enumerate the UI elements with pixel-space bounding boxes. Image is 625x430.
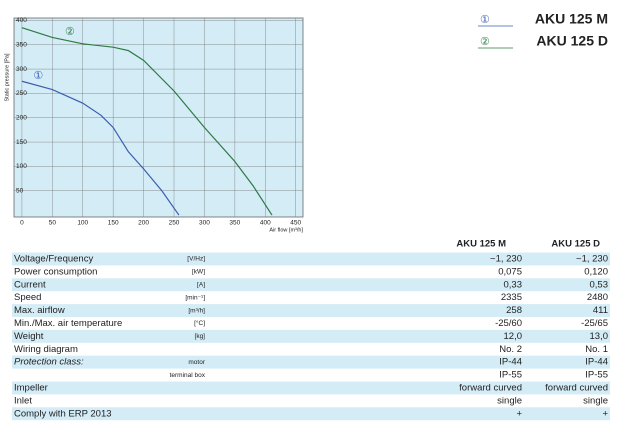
row-value: IP-55 bbox=[585, 370, 608, 381]
row-label: Inlet bbox=[14, 395, 32, 406]
x-tick-label: 0 bbox=[20, 220, 24, 227]
row-unit: [A] bbox=[197, 281, 205, 288]
y-tick-label: 350 bbox=[16, 41, 27, 48]
row-value: IP-55 bbox=[499, 370, 522, 381]
x-tick-label: 200 bbox=[138, 220, 149, 227]
row-shade bbox=[12, 381, 610, 395]
legend-label: AKU 125 M bbox=[535, 11, 608, 27]
y-tick-label: 100 bbox=[16, 163, 27, 170]
y-axis-label: Static pressure [Pa] bbox=[4, 53, 10, 101]
x-tick-label: 300 bbox=[199, 220, 210, 227]
row-unit: [kg] bbox=[195, 333, 206, 340]
row-label: Speed bbox=[14, 292, 41, 303]
row-value: forward curved bbox=[545, 382, 608, 393]
row-value: No. 2 bbox=[499, 344, 522, 355]
legend-marker: ① bbox=[480, 14, 490, 26]
y-tick-label: 200 bbox=[16, 114, 27, 121]
row-shade bbox=[12, 304, 610, 317]
y-tick-label: 300 bbox=[16, 66, 27, 73]
row-value: 0,120 bbox=[584, 266, 608, 277]
legend-marker: ② bbox=[480, 36, 490, 48]
row-unit: [m³/h] bbox=[188, 307, 205, 314]
legend-label: AKU 125 D bbox=[536, 33, 608, 49]
row-value: single bbox=[497, 395, 522, 406]
x-tick-label: 250 bbox=[169, 220, 180, 227]
x-tick-label: 450 bbox=[290, 220, 301, 227]
row-shade bbox=[12, 355, 610, 369]
row-value: forward curved bbox=[459, 382, 522, 393]
row-unit: [kW] bbox=[192, 269, 205, 276]
row-value: IP-44 bbox=[499, 357, 522, 368]
annotation: ① bbox=[33, 70, 43, 82]
row-value: + bbox=[516, 408, 522, 419]
row-value: IP-44 bbox=[585, 357, 608, 368]
row-value: 2480 bbox=[587, 292, 608, 303]
row-value: + bbox=[602, 408, 608, 419]
row-label: Wiring diagram bbox=[14, 344, 78, 355]
row-value: single bbox=[583, 395, 608, 406]
row-value: -25/65 bbox=[581, 318, 608, 329]
row-value: 0,33 bbox=[504, 279, 523, 290]
row-value: No. 1 bbox=[585, 344, 608, 355]
row-value: ~1, 230 bbox=[576, 253, 608, 264]
row-value: -25/60 bbox=[495, 318, 522, 329]
row-label: Impeller bbox=[14, 382, 48, 393]
x-tick-label: 400 bbox=[260, 220, 271, 227]
column-header: AKU 125 M bbox=[456, 239, 506, 250]
row-unit: terminal box bbox=[170, 372, 206, 379]
row-value: 12,0 bbox=[504, 331, 523, 342]
row-value: 411 bbox=[593, 305, 608, 316]
row-unit: [°C] bbox=[194, 319, 205, 327]
plot-area bbox=[13, 17, 304, 218]
row-label: Protection class: bbox=[14, 357, 84, 368]
row-unit: [min⁻¹] bbox=[185, 294, 205, 301]
x-tick-label: 350 bbox=[229, 220, 240, 227]
x-tick-label: 150 bbox=[108, 220, 119, 227]
row-label: Weight bbox=[14, 331, 44, 342]
data-line bbox=[21, 27, 273, 216]
row-value: 0,53 bbox=[590, 279, 609, 290]
row-label: Voltage/Frequency bbox=[14, 253, 93, 264]
row-label: Min./Max. air temperature bbox=[14, 318, 122, 329]
row-value: 0,075 bbox=[498, 266, 522, 277]
x-axis-label: Air flow [m³/h] bbox=[269, 227, 303, 233]
annotation: ② bbox=[65, 26, 75, 38]
x-tick-label: 100 bbox=[77, 220, 88, 227]
row-shade bbox=[12, 278, 610, 292]
row-shade bbox=[12, 252, 610, 266]
y-tick-label: 50 bbox=[16, 187, 24, 194]
row-unit: [V/Hz] bbox=[187, 256, 205, 263]
data-line bbox=[21, 80, 180, 216]
row-label: Power consumption bbox=[14, 266, 97, 277]
x-tick-label: 50 bbox=[49, 220, 57, 227]
row-shade bbox=[12, 329, 610, 343]
row-shade bbox=[12, 407, 610, 421]
row-label: Current bbox=[14, 279, 46, 290]
row-value: 2335 bbox=[501, 292, 522, 303]
row-value: 258 bbox=[506, 305, 522, 316]
row-value: 13,0 bbox=[590, 331, 609, 342]
row-label: Max. airflow bbox=[14, 305, 65, 316]
y-tick-label: 150 bbox=[16, 139, 27, 146]
y-tick-label: 400 bbox=[16, 17, 27, 24]
column-header: AKU 125 D bbox=[551, 239, 600, 250]
row-value: ~1, 230 bbox=[490, 253, 522, 264]
y-tick-label: 250 bbox=[16, 90, 27, 97]
row-label: Comply with ERP 2013 bbox=[14, 408, 112, 419]
row-unit: motor bbox=[188, 359, 205, 366]
